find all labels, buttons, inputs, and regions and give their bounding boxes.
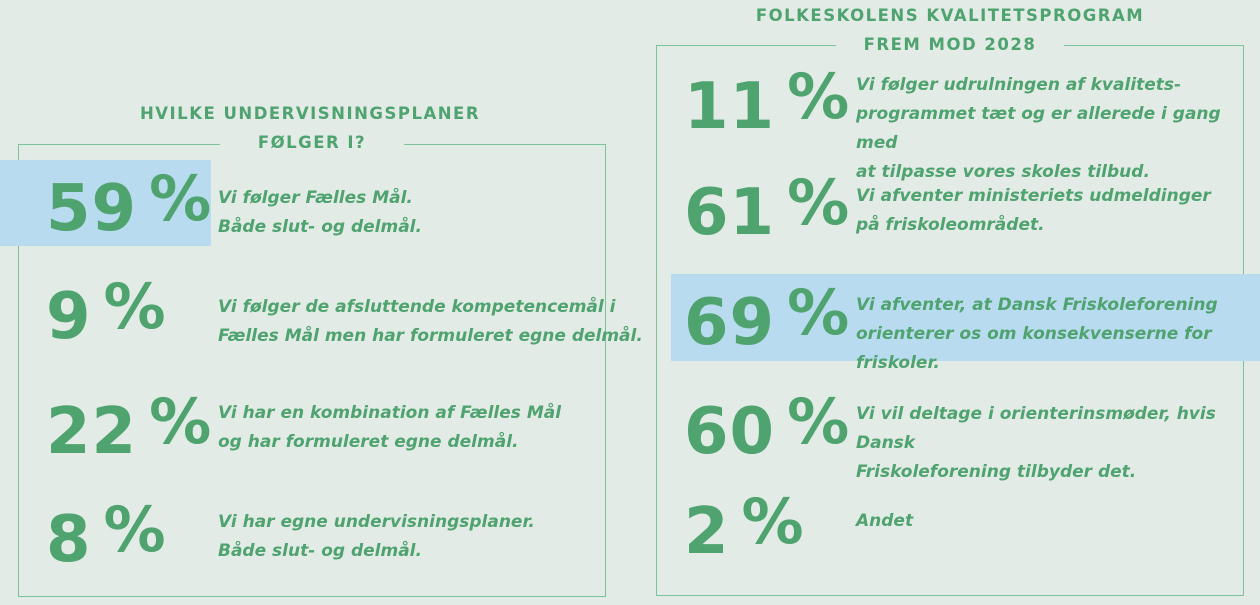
description-line: Vi har en kombination af Fælles Mål bbox=[218, 403, 562, 423]
description-line: Vi afventer, at Dansk Friskoleforening bbox=[856, 295, 1218, 315]
percent-value: 22% bbox=[46, 385, 211, 469]
description-line: Andet bbox=[856, 511, 914, 531]
percent-value: 8% bbox=[46, 493, 166, 577]
right-heading-line1: FOLKESKOLENS KVALITETSPROGRAM bbox=[755, 6, 1145, 25]
item-description: Vi følger Fælles Mål. Både slut- og delm… bbox=[218, 184, 422, 242]
description-line: Vi vil deltage i orienterinsmøder, hvis … bbox=[856, 404, 1216, 453]
description-line: Friskoleforening tilbyder det. bbox=[856, 462, 1137, 482]
percent-number: 69 bbox=[684, 286, 776, 360]
percent-sign: % bbox=[787, 166, 850, 239]
percent-value: 9% bbox=[46, 270, 166, 354]
percent-value: 69% bbox=[684, 276, 849, 360]
item-description: Vi følger udrulningen af kvalitets- prog… bbox=[856, 71, 1260, 187]
description-line: Vi følger Fælles Mål. bbox=[218, 188, 413, 208]
left-heading-line1: HVILKE UNDERVISNINGSPLANER bbox=[139, 104, 481, 123]
item-description: Vi har egne undervisningsplaner. Både sl… bbox=[218, 508, 535, 566]
right-heading-line2: FREM MOD 2028 bbox=[836, 35, 1064, 54]
description-line: Både slut- og delmål. bbox=[218, 541, 422, 561]
description-line: Vi afventer ministeriets udmeldinger bbox=[856, 186, 1211, 206]
percent-number: 8 bbox=[46, 503, 92, 577]
item-description: Vi har en kombination af Fælles Mål og h… bbox=[218, 399, 561, 457]
percent-value: 59% bbox=[46, 162, 211, 246]
description-line: og har formuleret egne delmål. bbox=[218, 432, 519, 452]
percent-sign: % bbox=[103, 270, 166, 343]
percent-value: 61% bbox=[684, 166, 849, 250]
percent-number: 61 bbox=[684, 176, 776, 250]
percent-sign: % bbox=[787, 276, 850, 349]
left-heading-line2: FØLGER I? bbox=[220, 133, 404, 152]
percent-number: 2 bbox=[684, 495, 730, 569]
description-line: Vi følger udrulningen af kvalitets- bbox=[856, 75, 1182, 95]
right-highlight-band bbox=[671, 274, 1260, 361]
description-line: Fælles Mål men har formuleret egne delmå… bbox=[218, 326, 643, 346]
percent-value: 11% bbox=[684, 60, 849, 144]
percent-number: 9 bbox=[46, 280, 92, 354]
description-line: Både slut- og delmål. bbox=[218, 217, 422, 237]
description-line: Vi har egne undervisningsplaner. bbox=[218, 512, 535, 532]
description-line: på friskoleområdet. bbox=[856, 215, 1045, 235]
percent-value: 2% bbox=[684, 485, 804, 569]
percent-number: 60 bbox=[684, 395, 776, 469]
description-line: programmet tæt og er allerede i gang med bbox=[856, 104, 1221, 153]
description-line: at tilpasse vores skoles tilbud. bbox=[856, 162, 1150, 182]
percent-sign: % bbox=[103, 493, 166, 566]
item-description: Vi vil deltage i orienterinsmøder, hvis … bbox=[856, 400, 1260, 487]
percent-value: 60% bbox=[684, 385, 849, 469]
percent-sign: % bbox=[787, 385, 850, 458]
percent-sign: % bbox=[787, 60, 850, 133]
percent-sign: % bbox=[741, 485, 804, 558]
percent-sign: % bbox=[149, 162, 212, 235]
percent-number: 59 bbox=[46, 172, 138, 246]
item-description: Vi følger de afsluttende kompetencemål i… bbox=[218, 293, 643, 351]
item-description: Vi afventer, at Dansk Friskoleforening o… bbox=[856, 291, 1260, 378]
description-line: orienterer os om konsekvenserne for fris… bbox=[856, 324, 1212, 373]
percent-sign: % bbox=[149, 385, 212, 458]
left-highlight-band bbox=[0, 160, 211, 246]
item-description: Andet bbox=[856, 507, 913, 536]
percent-number: 22 bbox=[46, 395, 138, 469]
item-description: Vi afventer ministeriets udmeldinger på … bbox=[856, 182, 1211, 240]
percent-number: 11 bbox=[684, 70, 776, 144]
description-line: Vi følger de afsluttende kompetencemål i bbox=[218, 297, 616, 317]
